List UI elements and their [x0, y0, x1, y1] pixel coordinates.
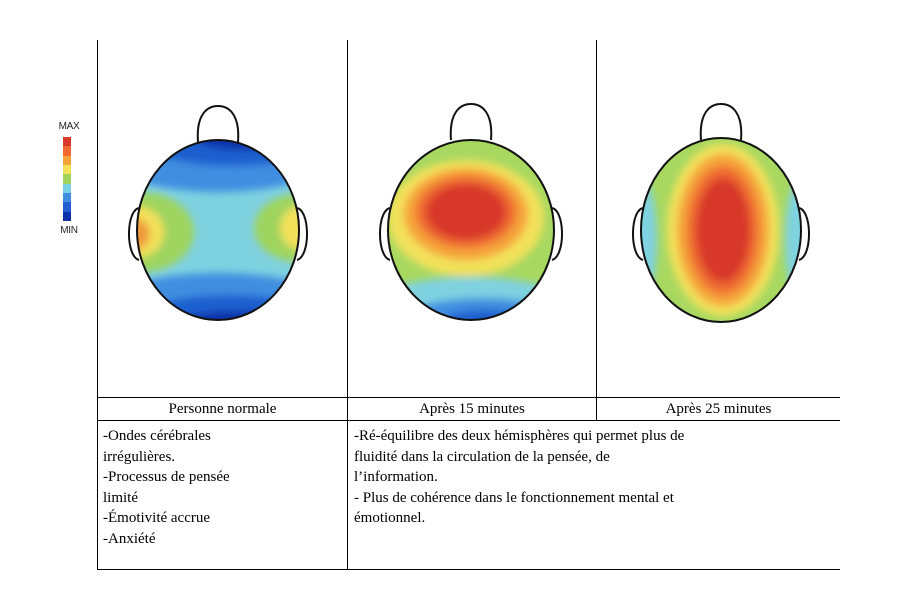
brain-map-15-minutes: [379, 102, 563, 321]
legend-color-swatch: [63, 202, 71, 212]
description-line: irrégulières.: [103, 448, 176, 465]
legend-color-swatch: [63, 155, 71, 165]
legend-color-swatch: [63, 146, 71, 156]
description-line: -Anxiété: [103, 530, 156, 547]
caption-apres-15-minutes: Après 15 minutes: [419, 401, 525, 417]
legend-min-label: MIN: [60, 225, 78, 236]
color-scale-legend: MAX MIN: [56, 121, 82, 241]
legend-color-swatch: [63, 164, 71, 175]
legend-color-swatch: [63, 174, 71, 184]
description-line: -Émotivité accrue: [103, 510, 211, 526]
table-divider-2: [596, 40, 597, 421]
description-line: fluidité dans la circulation de la pensé…: [354, 448, 610, 465]
legend-max-label: MAX: [58, 121, 80, 132]
brain-map-25-minutes: [632, 102, 810, 323]
description-line: -Ré-équilibre des deux hémisphères qui p…: [354, 428, 685, 444]
description-line: l’information.: [354, 469, 438, 485]
description-after-meditation: -Ré-équilibre des deux hémisphères qui p…: [354, 426, 838, 529]
caption-row-bottom-border: [97, 420, 840, 421]
table-bottom-border: [97, 569, 840, 570]
table-border-left: [97, 40, 98, 570]
caption-row-top-border: [97, 397, 840, 398]
legend-color-swatch: [63, 183, 71, 193]
description-normal: -Ondes cérébrales irrégulières. -Process…: [103, 426, 343, 549]
brain-map-normal: [128, 104, 308, 321]
description-line: -Processus de pensée: [103, 469, 230, 485]
legend-color-bar: [63, 137, 71, 221]
description-line: - Plus de cohérence dans le fonctionneme…: [354, 489, 674, 506]
legend-color-swatch: [63, 192, 71, 203]
legend-color-swatch: [63, 211, 71, 221]
legend-color-swatch: [63, 137, 71, 147]
caption-apres-25-minutes: Après 25 minutes: [665, 401, 772, 417]
description-line: -Ondes cérébrales: [103, 428, 211, 444]
table-divider-1: [347, 40, 348, 570]
description-line: limité: [103, 489, 138, 506]
caption-personne-normale: Personne normale: [168, 401, 277, 417]
description-line: émotionnel.: [354, 510, 426, 526]
